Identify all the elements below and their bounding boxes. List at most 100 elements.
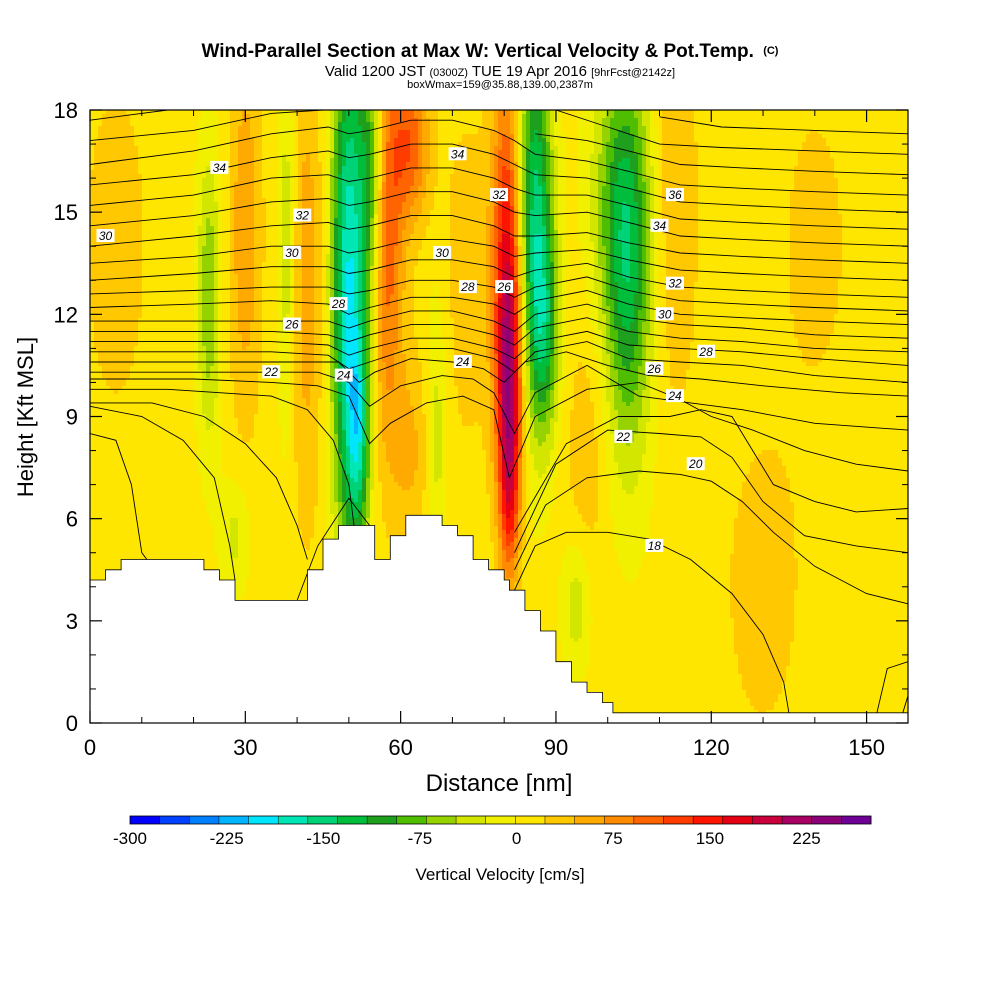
velocity-cell (166, 158, 171, 163)
velocity-cell (786, 130, 791, 135)
velocity-cell (94, 110, 99, 115)
velocity-cell (850, 142, 855, 147)
velocity-cell (662, 110, 667, 115)
velocity-cell (102, 150, 107, 155)
velocity-cell (366, 110, 371, 115)
velocity-cell (146, 122, 151, 127)
velocity-cell (678, 150, 683, 155)
velocity-cell (358, 150, 363, 155)
velocity-cell (418, 126, 423, 131)
velocity-cell (666, 138, 671, 143)
velocity-cell (898, 134, 903, 139)
velocity-cell (222, 126, 227, 131)
velocity-cell (714, 114, 719, 119)
velocity-cell (218, 110, 223, 115)
velocity-cell (446, 122, 451, 127)
velocity-cell (594, 110, 599, 115)
velocity-cell (646, 162, 651, 167)
velocity-cell (198, 118, 203, 123)
velocity-cell (662, 118, 667, 123)
velocity-cell (310, 162, 315, 167)
velocity-cell (286, 126, 291, 131)
velocity-cell (110, 150, 115, 155)
velocity-cell (722, 122, 727, 127)
velocity-cell (366, 114, 371, 119)
velocity-cell (338, 114, 343, 119)
velocity-cell (534, 166, 539, 171)
velocity-cell (610, 134, 615, 139)
velocity-cell (810, 154, 815, 159)
velocity-cell (454, 122, 459, 127)
velocity-cell (270, 126, 275, 131)
velocity-cell (234, 134, 239, 139)
velocity-cell (338, 158, 343, 163)
velocity-cell (846, 166, 851, 171)
velocity-cell (774, 130, 779, 135)
velocity-cell (290, 166, 295, 171)
velocity-cell (858, 158, 863, 163)
velocity-cell (530, 146, 535, 151)
velocity-cell (810, 142, 815, 147)
velocity-cell (614, 134, 619, 139)
velocity-cell (262, 118, 267, 123)
velocity-cell (614, 142, 619, 147)
velocity-cell (890, 142, 895, 147)
velocity-cell (546, 162, 551, 167)
velocity-cell (514, 130, 519, 135)
velocity-cell (338, 110, 343, 115)
velocity-cell (574, 142, 579, 147)
velocity-cell (838, 166, 843, 171)
velocity-cell (826, 138, 831, 143)
velocity-cell (522, 110, 527, 115)
velocity-cell (882, 158, 887, 163)
velocity-cell (886, 142, 891, 147)
velocity-cell (526, 166, 531, 171)
velocity-cell (446, 138, 451, 143)
velocity-cell (110, 126, 115, 131)
velocity-cell (894, 126, 899, 131)
velocity-cell (434, 170, 439, 175)
velocity-cell (602, 114, 607, 119)
velocity-cell (574, 130, 579, 135)
velocity-cell (198, 166, 203, 171)
velocity-cell (290, 138, 295, 143)
velocity-cell (706, 154, 711, 159)
velocity-cell (134, 138, 139, 143)
velocity-cell (330, 154, 335, 159)
velocity-cell (298, 166, 303, 171)
velocity-cell (766, 154, 771, 159)
velocity-cell (526, 158, 531, 163)
velocity-cell (290, 134, 295, 139)
velocity-cell (258, 170, 263, 175)
velocity-cell (518, 138, 523, 143)
velocity-cell (310, 138, 315, 143)
velocity-cell (414, 134, 419, 139)
velocity-cell (98, 114, 103, 119)
velocity-cell (190, 142, 195, 147)
velocity-cell (278, 158, 283, 163)
velocity-cell (846, 138, 851, 143)
velocity-cell (722, 134, 727, 139)
velocity-cell (750, 150, 755, 155)
velocity-cell (94, 134, 99, 139)
velocity-cell (650, 150, 655, 155)
velocity-cell (274, 118, 279, 123)
velocity-cell (714, 118, 719, 123)
velocity-cell (882, 110, 887, 115)
velocity-cell (362, 162, 367, 167)
velocity-cell (806, 114, 811, 119)
velocity-cell (902, 126, 907, 131)
velocity-cell (778, 118, 783, 123)
velocity-cell (702, 110, 707, 115)
velocity-cell (698, 166, 703, 171)
velocity-cell (206, 158, 211, 163)
velocity-cell (330, 166, 335, 171)
velocity-cell (270, 150, 275, 155)
velocity-cell (422, 134, 427, 139)
velocity-cell (318, 138, 323, 143)
velocity-cell (170, 166, 175, 171)
velocity-cell (426, 126, 431, 131)
velocity-cell (690, 154, 695, 159)
velocity-cell (674, 110, 679, 115)
velocity-cell (574, 150, 579, 155)
